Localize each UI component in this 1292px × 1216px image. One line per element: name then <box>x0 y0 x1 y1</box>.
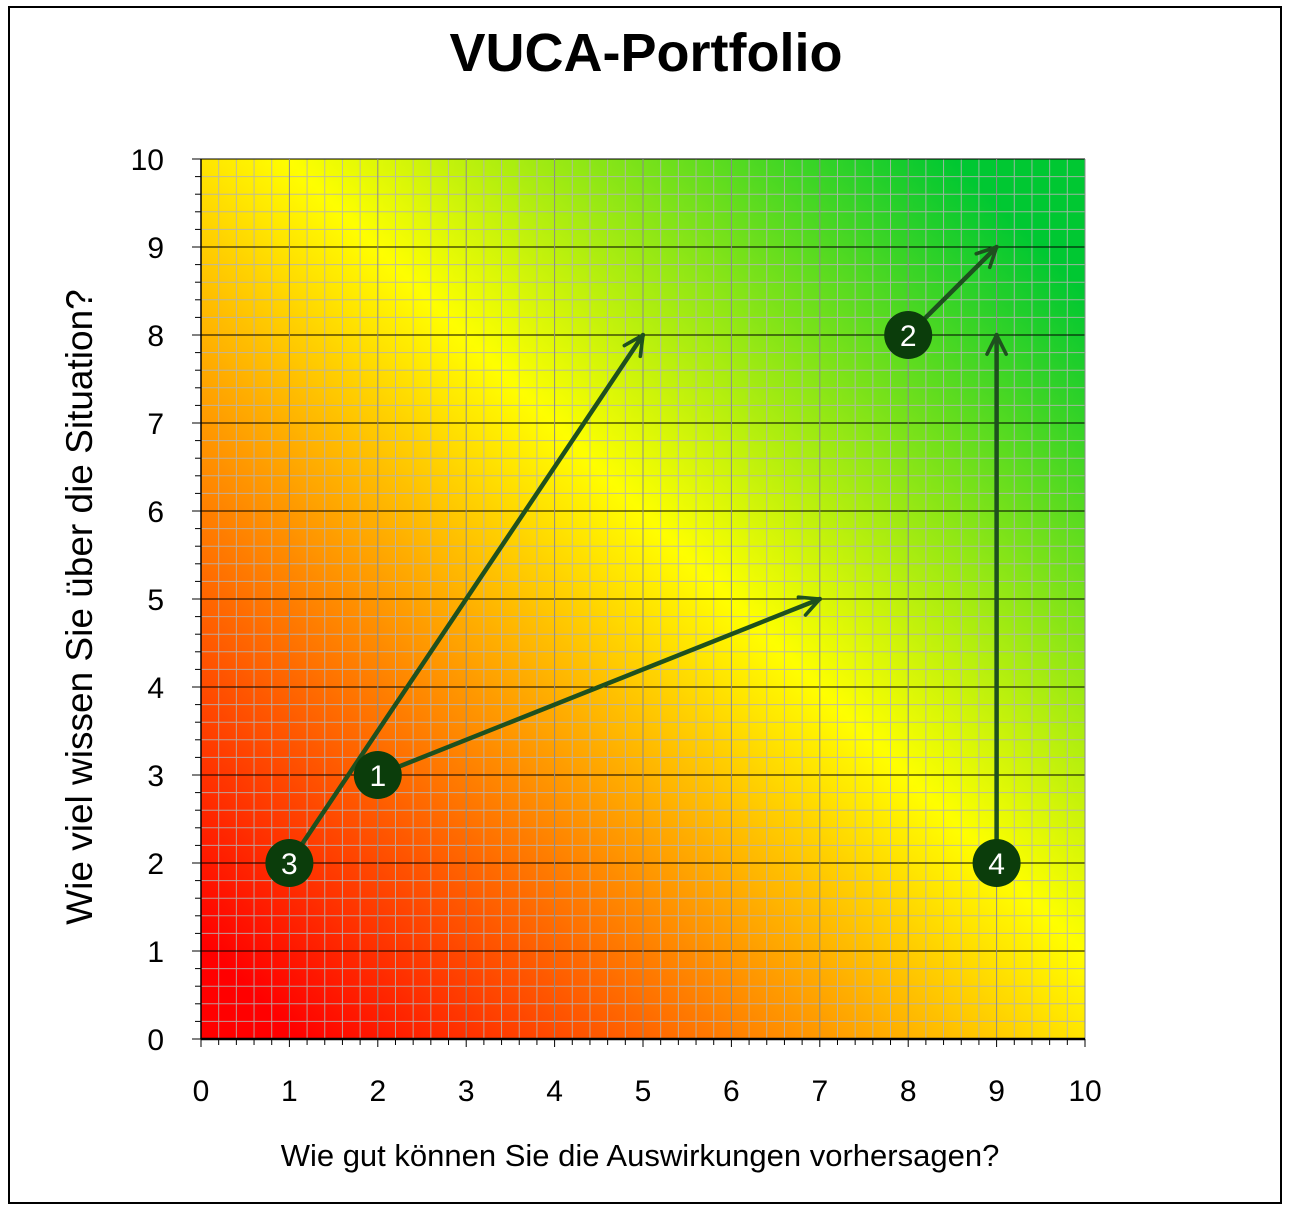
y-tick-label: 7 <box>147 408 164 441</box>
y-tick-label: 9 <box>147 232 164 265</box>
marker-label: 3 <box>281 848 298 881</box>
major-grid <box>200 158 1086 1040</box>
marker-circle <box>265 839 314 887</box>
x-tick-label: 5 <box>635 1075 652 1108</box>
axis-ticks <box>192 158 1086 1047</box>
marker-circle <box>353 751 402 799</box>
x-tick-label: 0 <box>193 1075 210 1108</box>
x-tick-label: 10 <box>1068 1075 1101 1108</box>
y-tick-label: 2 <box>147 848 164 881</box>
marker-label: 2 <box>900 320 917 353</box>
marker-1: 1 <box>353 751 402 799</box>
arrow-2 <box>375 595 823 778</box>
x-tick-label: 7 <box>811 1075 828 1108</box>
marker-2: 2 <box>884 311 933 359</box>
marker-3: 3 <box>265 839 314 887</box>
y-tick-label: 4 <box>147 672 164 705</box>
marker-circle <box>972 839 1021 887</box>
x-tick-label: 2 <box>369 1075 386 1108</box>
y-tick-label: 10 <box>131 144 164 177</box>
y-axis-label: Wie viel wissen Sie über die Situation? <box>59 289 100 925</box>
chart-title: VUCA-Portfolio <box>449 23 843 83</box>
x-tick-label: 8 <box>900 1075 917 1108</box>
x-tick-label: 9 <box>988 1075 1005 1108</box>
marker-4: 4 <box>972 839 1021 887</box>
y-tick-label: 1 <box>147 936 164 969</box>
y-tick-label: 5 <box>147 584 164 617</box>
x-tick-label: 1 <box>281 1075 298 1108</box>
y-tick-label: 8 <box>147 320 164 353</box>
x-axis-label: Wie gut können Sie die Auswirkungen vorh… <box>281 1138 1000 1173</box>
marker-label: 4 <box>988 848 1005 881</box>
x-tick-label: 4 <box>546 1075 563 1108</box>
marker-circle <box>884 311 933 359</box>
y-tick-label: 6 <box>147 496 164 529</box>
y-tick-label: 3 <box>147 760 164 793</box>
marker-label: 1 <box>369 760 386 793</box>
arrow-1 <box>287 332 646 866</box>
x-tick-label: 6 <box>723 1075 740 1108</box>
x-tick-label: 3 <box>458 1075 475 1108</box>
y-tick-label: 0 <box>147 1024 164 1057</box>
